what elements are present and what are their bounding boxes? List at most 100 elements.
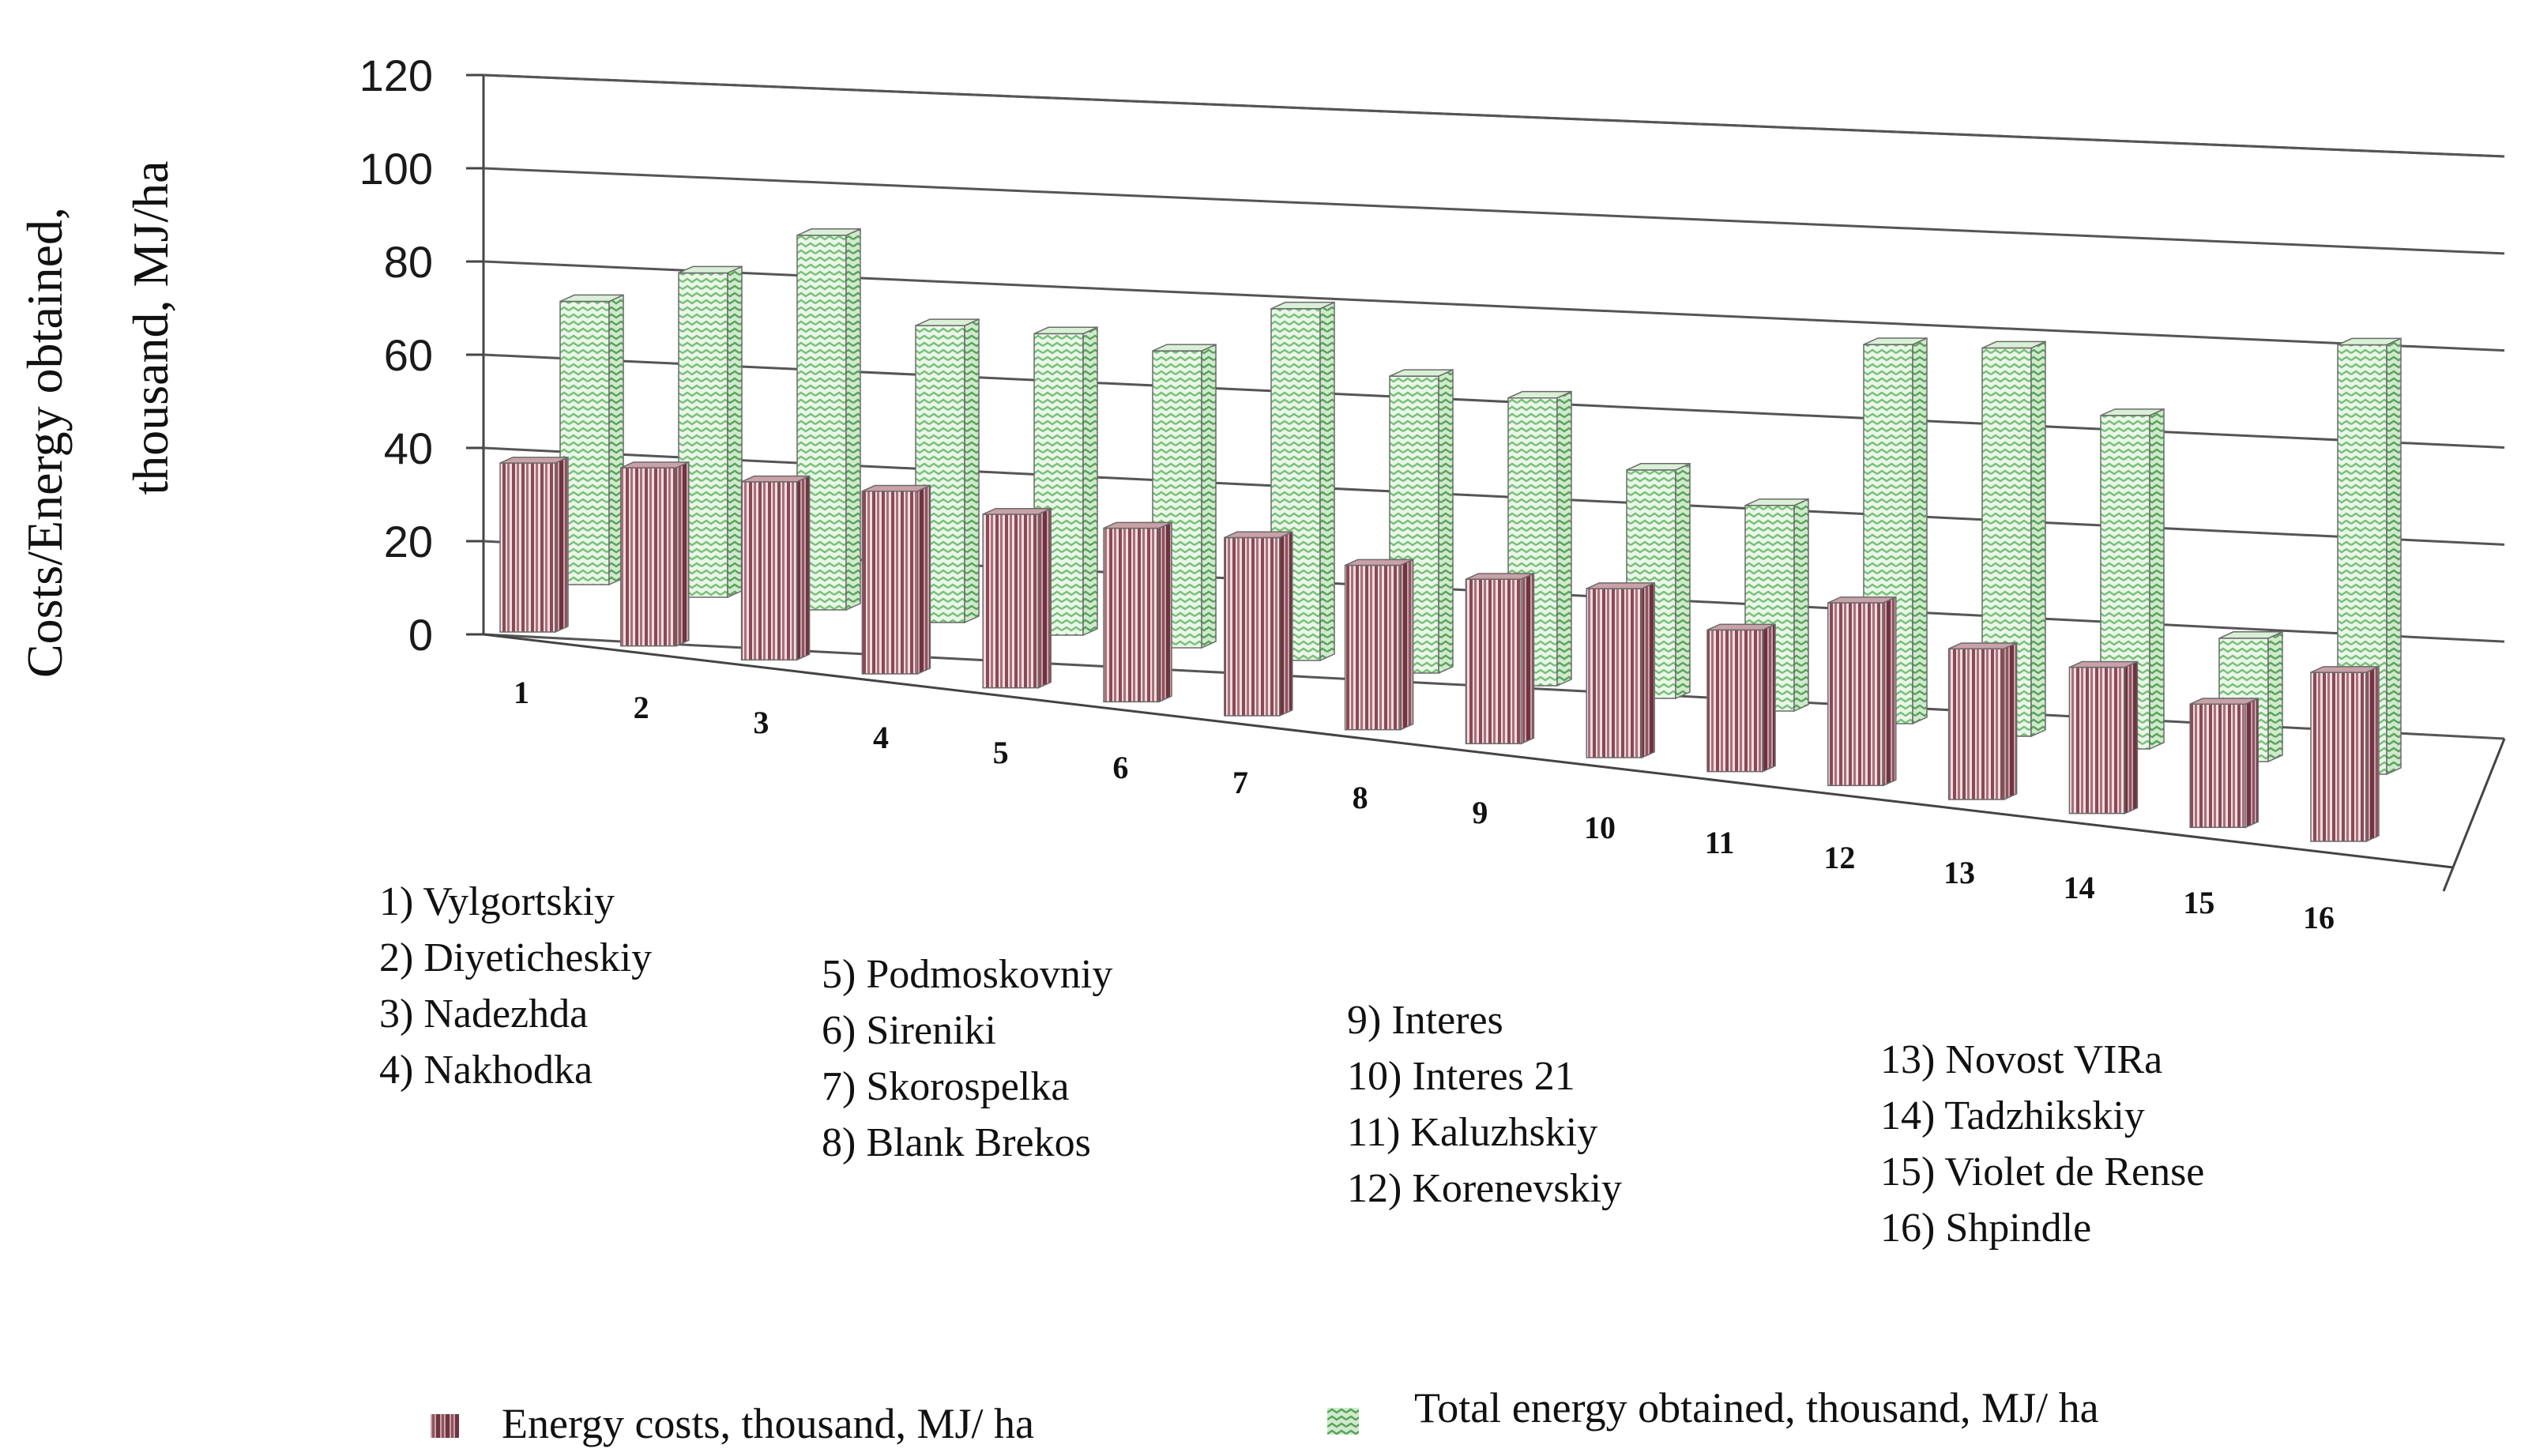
cost-bar-1-top: [499, 457, 569, 464]
cost-bar-12: [1827, 596, 1897, 787]
energy-bar-16-top: [2337, 337, 2402, 346]
energy-bar-7-side: [1319, 301, 1335, 662]
energy-bar-9-side: [1556, 390, 1572, 687]
variety-name-10: 10) Interes 21: [1347, 1054, 1575, 1099]
cost-bar-8-top: [1345, 559, 1413, 566]
cost-bar-4-top: [862, 484, 931, 492]
cost-bar-10-side: [1641, 581, 1655, 759]
variety-name-15: 15) Violet de Rense: [1880, 1149, 2204, 1195]
gridline-120: [483, 73, 2505, 158]
cost-bar-13-top: [1948, 642, 2017, 649]
x-category-label-2: 2: [634, 690, 649, 725]
variety-name-8: 8) Blank Brekos: [822, 1120, 1091, 1165]
x-category-label-13: 13: [1943, 855, 1975, 890]
cost-bar-2-front: [620, 467, 677, 647]
y-tick-label-20: 20: [384, 517, 433, 566]
x-category-label-8: 8: [1353, 780, 1368, 815]
gridline-80: [483, 260, 2505, 352]
cost-bar-10: [1586, 581, 1655, 759]
cost-bar-1: [499, 456, 569, 634]
y-axis-ticks: 0 20 40 60 80 100 120: [359, 51, 484, 660]
cost-bar-8-side: [1399, 559, 1414, 731]
variety-name-2: 2) Diyeticheskiy: [379, 935, 652, 980]
legend-item-energy-costs: Energy costs, thousand, MJ/ ha: [431, 1400, 1034, 1447]
x-category-label-4: 4: [873, 720, 889, 755]
cost-bar-2: [620, 461, 690, 647]
variety-name-4: 4) Nakhodka: [379, 1048, 593, 1093]
x-category-label-6: 6: [1112, 750, 1128, 785]
y-tick-label-40: 40: [384, 423, 433, 473]
energy-bar-9-top: [1507, 390, 1572, 399]
cost-bar-6: [1103, 521, 1172, 703]
cost-bar-9-front: [1465, 578, 1522, 745]
variety-name-14: 14) Tadzhikskiy: [1880, 1093, 2145, 1138]
energy-bar-5-top: [1033, 326, 1098, 335]
y-tick-label-60: 60: [384, 330, 433, 380]
plot-floor: [483, 633, 2506, 892]
x-axis-end-tick: [2442, 867, 2455, 892]
cost-bar-13-side: [2003, 641, 2018, 801]
cost-bar-9: [1465, 572, 1535, 745]
y-tick-label-80: 80: [384, 237, 433, 287]
cost-bar-16-top: [2310, 666, 2380, 673]
x-axis-right-edge: [2451, 738, 2506, 868]
cost-bar-6-front: [1103, 527, 1160, 703]
energy-bar-11: [1744, 498, 1809, 713]
energy-bar-13-top: [1981, 340, 2046, 349]
energy-bar-12: [1863, 337, 1928, 725]
variety-name-7: 7) Skorospelka: [822, 1064, 1069, 1109]
cost-bar-15: [2189, 697, 2259, 829]
energy-bar-16-side: [2386, 337, 2402, 776]
x-axis-front-edge: [483, 633, 2454, 869]
energy-bar-7-top: [1270, 301, 1335, 310]
cost-bar-13-front: [1947, 648, 2005, 800]
cost-bar-11-front: [1706, 629, 1763, 773]
cost-bar-16-front: [2310, 672, 2367, 842]
cost-bar-16: [2310, 665, 2380, 843]
variety-name-6: 6) Sireniki: [822, 1008, 996, 1053]
x-category-label-10: 10: [1584, 810, 1616, 845]
cost-bar-15-side: [2244, 697, 2259, 829]
cost-bar-4: [861, 484, 931, 675]
energy-bar-8-side: [1438, 368, 1454, 675]
legend-label-total-energy: Total energy obtained, thousand, MJ/ ha: [1414, 1384, 2099, 1432]
energy-bar-2-top: [678, 265, 743, 274]
cost-bar-7: [1224, 531, 1293, 717]
x-category-label-16: 16: [2303, 900, 2335, 935]
cost-bar-7-top: [1224, 531, 1293, 539]
cost-bar-2-side: [675, 461, 690, 647]
energy-bar-11-top: [1744, 498, 1809, 506]
energy-bar-4: [915, 318, 980, 624]
cost-bar-5-top: [982, 508, 1052, 515]
energy-bar-3-top: [796, 228, 861, 236]
variety-name-9: 9) Interes: [1347, 998, 1503, 1043]
variety-name-3: 3) Nadezhda: [379, 991, 588, 1037]
energy-bar-14-side: [2149, 408, 2165, 751]
cost-bar-3-front: [740, 481, 798, 661]
x-category-label-3: 3: [753, 705, 769, 740]
energy-bar-2-side: [727, 265, 743, 599]
x-category-label-15: 15: [2183, 885, 2214, 920]
cost-bar-11-side: [1762, 623, 1776, 773]
y-tick-label-0: 0: [408, 610, 433, 660]
cost-bar-13: [1947, 641, 2018, 801]
legend-swatch-energy-costs: [431, 1414, 459, 1438]
x-category-label-9: 9: [1472, 795, 1488, 830]
cost-bar-12-side: [1883, 596, 1897, 787]
energy-bar-14: [2100, 408, 2165, 751]
cost-bar-5: [982, 507, 1052, 689]
cost-bar-1-front: [499, 462, 556, 633]
cost-bar-4-side: [916, 484, 931, 675]
energy-bar-10-side: [1675, 462, 1691, 700]
cost-bar-9-top: [1466, 573, 1534, 580]
cost-bar-2-top: [620, 461, 690, 468]
cost-bar-12-top: [1827, 596, 1897, 604]
energy-bar-6-side: [1201, 343, 1217, 649]
cost-bar-9-side: [1520, 572, 1535, 745]
legend-label-energy-costs: Energy costs, thousand, MJ/ ha: [502, 1400, 1034, 1447]
cost-bar-8-front: [1344, 564, 1402, 731]
energy-bar-4-top: [915, 318, 980, 326]
cost-bar-12-front: [1827, 602, 1884, 787]
cost-bar-5-side: [1037, 507, 1052, 689]
